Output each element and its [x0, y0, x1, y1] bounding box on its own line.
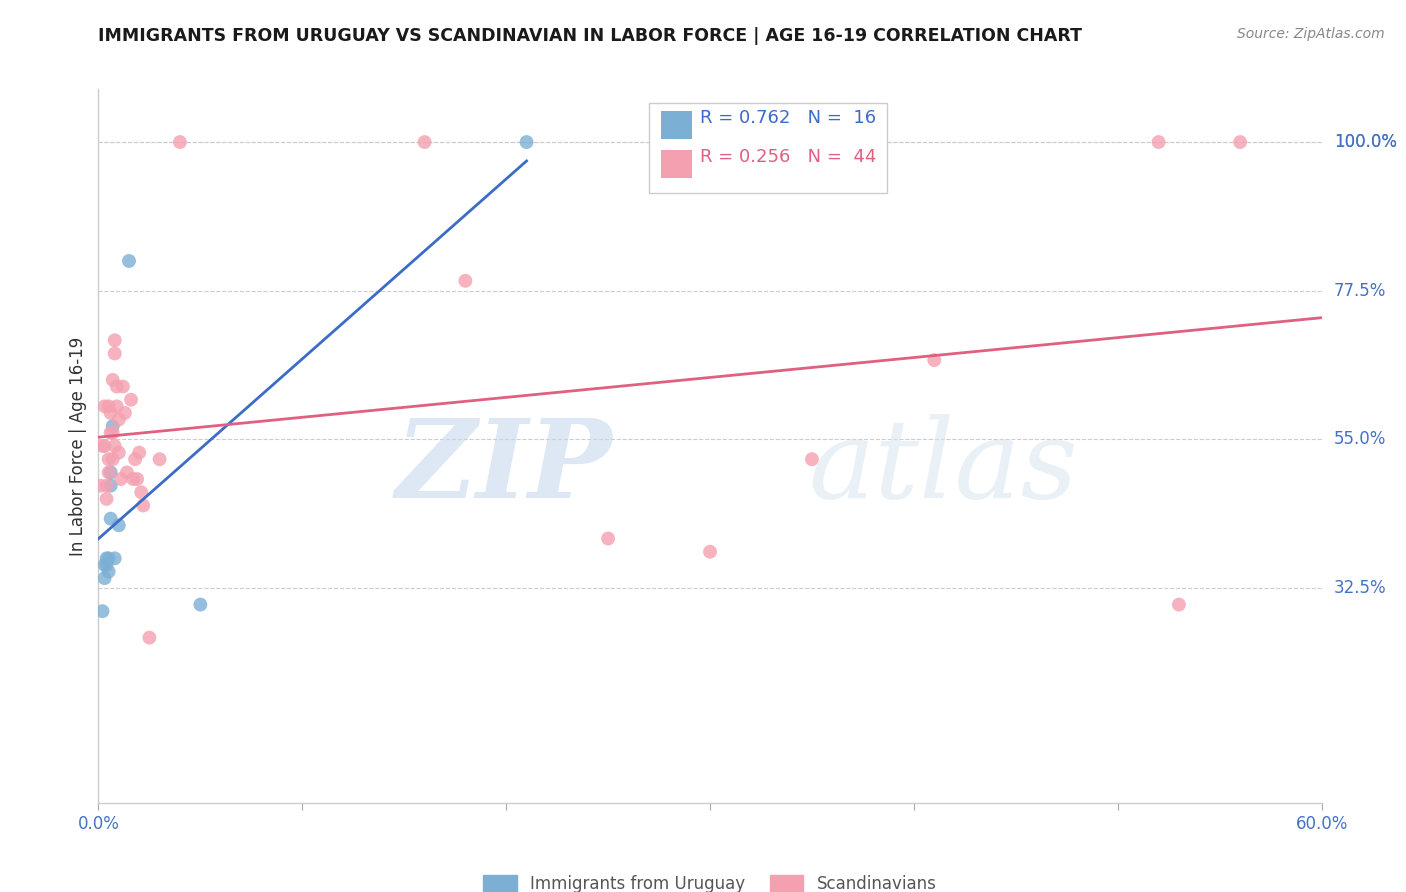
Point [454, 274, 477, 288]
Point [101, 419, 124, 434]
Point [169, 135, 191, 149]
Point [100, 478, 122, 492]
Text: ZIP: ZIP [395, 414, 612, 521]
Point [801, 452, 824, 467]
Point [922, 353, 945, 368]
Point [188, 598, 212, 612]
Point [108, 445, 131, 459]
Point [97, 452, 120, 467]
Point [108, 518, 131, 533]
Point [101, 373, 124, 387]
Text: 77.5%: 77.5% [1334, 282, 1386, 300]
Point [132, 499, 155, 513]
Point [105, 379, 128, 393]
Point [97, 400, 120, 414]
Point [129, 485, 152, 500]
Text: 55.0%: 55.0% [1334, 431, 1386, 449]
Point [110, 472, 132, 486]
Point [122, 472, 145, 486]
Point [104, 439, 127, 453]
Text: Source: ZipAtlas.com: Source: ZipAtlas.com [1237, 27, 1385, 41]
Point [97, 565, 120, 579]
Point [108, 412, 131, 426]
Point [104, 333, 127, 347]
Point [100, 466, 122, 480]
Point [111, 379, 134, 393]
Point [124, 452, 146, 467]
Point [93, 571, 115, 585]
Point [96, 478, 118, 492]
Point [91, 604, 114, 618]
Point [91, 439, 114, 453]
Point [97, 466, 120, 480]
Text: 100.0%: 100.0% [1334, 133, 1398, 151]
Point [105, 400, 128, 414]
Point [516, 135, 538, 149]
Bar [661, 111, 692, 139]
Point [1229, 135, 1251, 149]
Point [101, 425, 124, 440]
Bar [661, 150, 692, 178]
Point [93, 558, 115, 572]
Point [93, 400, 115, 414]
Point [598, 532, 620, 546]
Point [114, 406, 136, 420]
Point [104, 551, 127, 566]
Point [89, 478, 111, 492]
Text: 100.0%: 100.0% [1334, 133, 1398, 151]
Point [100, 425, 122, 440]
Text: 32.5%: 32.5% [1334, 579, 1386, 597]
Point [127, 472, 149, 486]
Point [149, 452, 172, 467]
Point [699, 545, 721, 559]
Text: R = 0.762   N =  16: R = 0.762 N = 16 [700, 109, 876, 127]
Point [96, 491, 118, 506]
Point [138, 631, 160, 645]
Text: R = 0.256   N =  44: R = 0.256 N = 44 [700, 148, 876, 166]
Legend: Immigrants from Uruguay, Scandinavians: Immigrants from Uruguay, Scandinavians [477, 868, 943, 892]
Point [128, 445, 150, 459]
Point [96, 558, 118, 572]
Text: IMMIGRANTS FROM URUGUAY VS SCANDINAVIAN IN LABOR FORCE | AGE 16-19 CORRELATION C: IMMIGRANTS FROM URUGUAY VS SCANDINAVIAN … [98, 27, 1083, 45]
Point [413, 135, 436, 149]
Point [120, 392, 142, 407]
Point [101, 452, 124, 467]
Point [1167, 598, 1189, 612]
Point [93, 439, 115, 453]
Y-axis label: In Labor Force | Age 16-19: In Labor Force | Age 16-19 [69, 336, 87, 556]
Point [97, 551, 120, 566]
Point [118, 254, 141, 268]
Text: atlas: atlas [808, 414, 1077, 521]
Point [1147, 135, 1170, 149]
Point [96, 551, 118, 566]
Point [100, 511, 122, 525]
Point [100, 406, 122, 420]
FancyBboxPatch shape [648, 103, 887, 193]
Point [115, 466, 138, 480]
Point [104, 346, 127, 360]
